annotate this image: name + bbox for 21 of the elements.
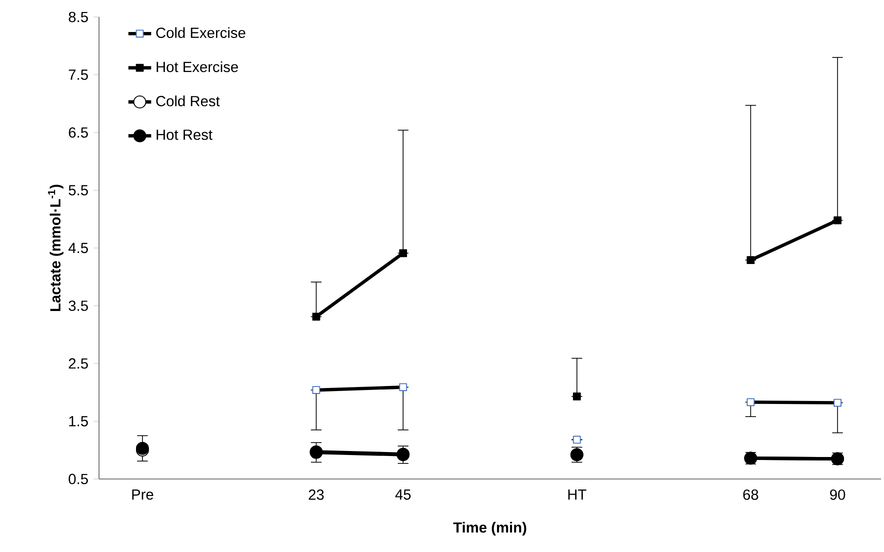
x-tick-label: 23 xyxy=(308,489,324,500)
y-axis-title: Lactate (mmol·L$^{-1}$) xyxy=(48,184,64,311)
y-tick-label: 6.5 xyxy=(68,127,88,138)
y-tick-label: 5.5 xyxy=(68,185,88,196)
legend-label: Hot Rest xyxy=(156,130,212,140)
y-tick-label: 4.5 xyxy=(68,242,88,254)
y-tick-label: 3.5 xyxy=(68,300,88,311)
y-tick-label: 7.5 xyxy=(68,70,88,80)
y-tick-label: 1.5 xyxy=(69,416,88,426)
legend-label: Cold Exercise xyxy=(156,27,246,38)
y-tick-label: 0.5 xyxy=(68,474,88,484)
x-tick-label: HT xyxy=(568,489,586,500)
x-tick-label: 68 xyxy=(743,489,758,500)
y-tick-label: 2.5 xyxy=(68,358,88,369)
legend-label: Cold Rest xyxy=(156,96,220,106)
y-tick-label: 8.5 xyxy=(68,12,88,22)
x-tick-label: 45 xyxy=(395,489,411,500)
x-axis-title: Time (min) xyxy=(453,522,526,536)
legend-label: Hot Exercise xyxy=(156,61,238,72)
x-tick-label: Pre xyxy=(132,489,154,500)
x-tick-label: 90 xyxy=(830,489,846,500)
